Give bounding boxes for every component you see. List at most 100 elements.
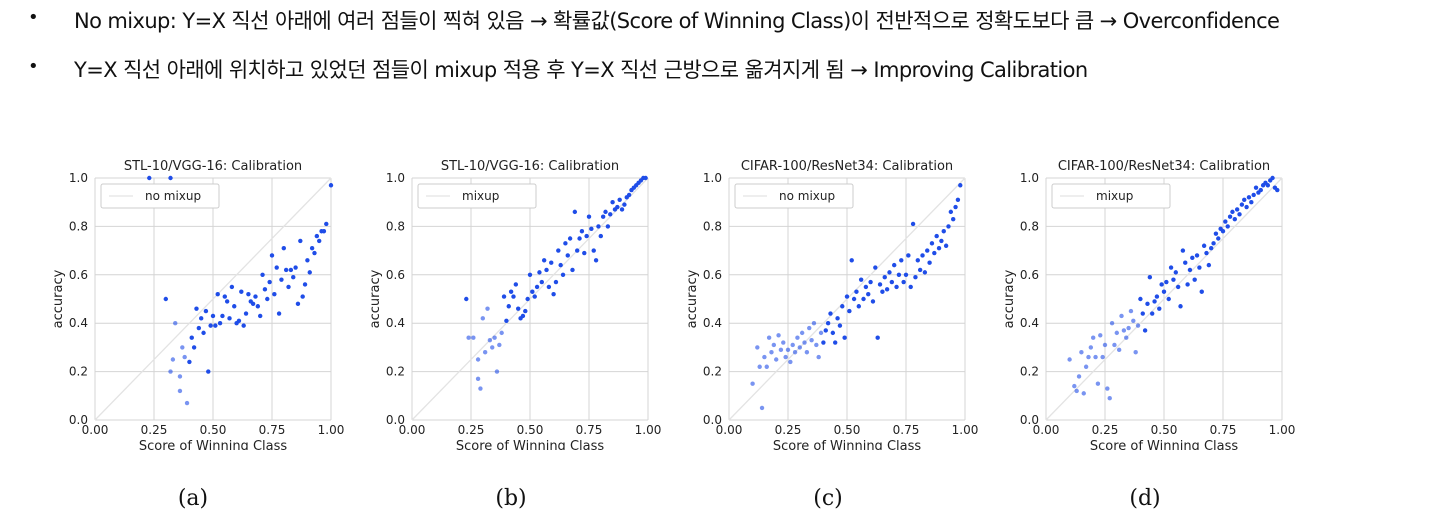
data-point: [1095, 381, 1101, 386]
data-point: [246, 291, 251, 297]
data-point: [466, 335, 471, 340]
data-point: [894, 284, 899, 290]
data-point: [1171, 277, 1176, 282]
diagonal-reference-line: [94, 177, 332, 421]
chart-svg: 0.00 0.25 0.50 0.75 1.00 0.0 0.2 0.4 0.6 0.8 1.0 mi…: [368, 159, 661, 450]
data-point: [163, 296, 168, 302]
data-point: [816, 354, 821, 360]
chart-svg: 0.00 0.25 0.50 0.75 1.00 0.0 0.2 0.4 0.6 0.8 1.0 no…: [685, 159, 978, 450]
data-point: [1147, 275, 1153, 280]
data-point: [847, 308, 852, 314]
data-point: [792, 350, 798, 355]
data-point: [314, 233, 320, 239]
data-point: [823, 328, 828, 333]
bullet-item: • No mixup: Y=X 직선 아래에 여러 점들이 찍혀 있음 → 확률…: [0, 5, 1442, 37]
data-point: [854, 289, 859, 294]
bullet-text: No mixup: Y=X 직선 아래에 여러 점들이 찍혀 있음 → 확률값(…: [74, 9, 1280, 33]
data-point: [523, 308, 528, 314]
data-point: [880, 289, 885, 294]
figure-caption-d: (d): [1129, 486, 1161, 511]
y-tick-label: 1.0: [703, 171, 722, 185]
data-point: [565, 253, 570, 258]
data-point: [774, 357, 779, 362]
x-tick-label: 0.25: [1092, 423, 1119, 437]
data-point: [553, 279, 559, 285]
data-point: [302, 282, 308, 287]
data-point: [516, 306, 521, 311]
legend-box: [734, 183, 854, 209]
data-point: [549, 260, 554, 265]
data-point: [570, 267, 575, 273]
data-point: [236, 318, 242, 323]
data-point: [825, 321, 831, 326]
data-point: [1083, 364, 1089, 369]
data-point: [920, 253, 925, 258]
data-point: [1150, 311, 1155, 316]
data-point: [603, 209, 608, 215]
data-point: [955, 197, 961, 202]
data-point: [537, 270, 542, 275]
data-point: [842, 335, 847, 340]
data-point: [951, 216, 956, 222]
data-point: [544, 267, 549, 273]
data-point: [941, 229, 946, 234]
data-point: [899, 258, 904, 263]
chart-title: CIFAR-100/ResNet34: Calibration: [741, 159, 953, 174]
figure-caption-b: (b): [495, 486, 527, 511]
data-point: [906, 253, 911, 258]
data-point: [799, 330, 805, 336]
data-point: [220, 313, 225, 319]
data-point: [1223, 219, 1228, 224]
data-point: [485, 306, 490, 311]
data-point: [1190, 255, 1195, 261]
y-tick-label: 0.8: [69, 219, 88, 233]
data-point: [1230, 209, 1235, 215]
diagonal-reference-line: [1045, 177, 1283, 421]
data-point: [866, 291, 871, 297]
data-point: [934, 233, 939, 239]
data-point: [1249, 200, 1254, 205]
y-tick-label: 0.2: [69, 365, 88, 379]
data-point: [1199, 289, 1204, 294]
data-point: [201, 330, 206, 336]
data-point: [492, 335, 497, 340]
data-point: [187, 359, 192, 365]
data-point: [501, 294, 507, 299]
data-point: [567, 236, 573, 241]
data-point: [260, 272, 265, 277]
x-axis-label: Score of Winning Class: [139, 439, 288, 450]
data-point: [239, 289, 244, 294]
data-point: [572, 209, 578, 215]
data-point: [293, 265, 298, 270]
data-point: [508, 289, 514, 294]
data-point: [1081, 391, 1086, 396]
data-point: [497, 342, 502, 348]
data-point: [1100, 354, 1105, 360]
data-point: [762, 354, 767, 360]
y-axis-label: accuracy: [1002, 269, 1017, 328]
data-point: [1232, 216, 1237, 222]
y-tick-label: 0.4: [703, 316, 722, 330]
chart-title: CIFAR-100/ResNet34: Calibration: [1058, 159, 1270, 174]
data-point: [541, 258, 547, 263]
data-point: [324, 221, 329, 227]
data-point: [1140, 311, 1145, 316]
legend-label: no mixup: [145, 189, 201, 203]
data-point: [222, 294, 227, 299]
data-point: [1133, 350, 1138, 355]
data-point: [191, 345, 197, 350]
y-tick-label: 0.4: [1020, 316, 1039, 330]
data-point: [837, 323, 843, 328]
data-point: [776, 333, 781, 338]
data-point: [1237, 212, 1242, 217]
data-point: [804, 350, 810, 355]
x-tick-label: 0.50: [834, 423, 861, 437]
data-point: [915, 258, 920, 263]
legend-box: [417, 183, 537, 209]
data-point: [1209, 245, 1214, 251]
data-point: [276, 311, 282, 316]
data-point: [182, 354, 187, 360]
data-point: [317, 238, 322, 244]
data-point: [1275, 187, 1280, 193]
data-point: [1168, 265, 1174, 270]
